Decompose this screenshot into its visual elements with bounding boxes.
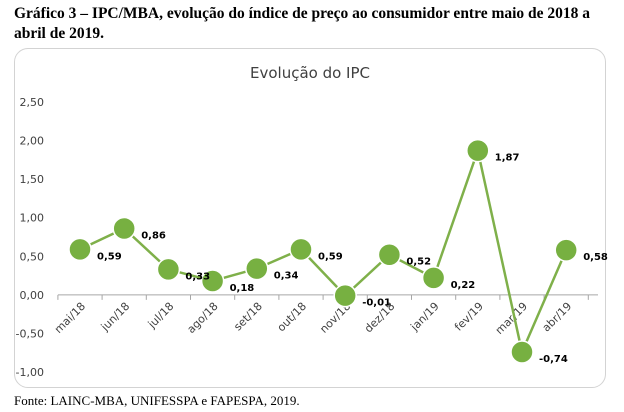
data-label: 0,33 <box>185 271 210 282</box>
data-label: 0,86 <box>141 231 166 242</box>
data-label: 0,22 <box>451 280 476 291</box>
y-tick-label: -1,00 <box>16 366 44 379</box>
data-point <box>554 238 578 262</box>
chart-title: Evolução do IPC <box>250 64 370 82</box>
y-tick-label: 0,00 <box>20 289 45 302</box>
data-point <box>421 266 446 290</box>
x-tick-label: fev/19 <box>452 300 486 334</box>
page-title: Gráfico 3 – IPC/MBA, evolução do índice … <box>14 5 591 42</box>
data-point <box>333 283 357 308</box>
data-label: 0,59 <box>97 251 122 262</box>
data-point <box>200 269 225 293</box>
y-tick-label: 2,50 <box>20 96 45 109</box>
data-label: 1,87 <box>495 153 520 164</box>
x-tick-label: set/18 <box>231 300 265 334</box>
data-point <box>245 256 269 281</box>
data-label: -0,01 <box>362 298 391 309</box>
data-point <box>377 242 402 267</box>
x-tick-label: jan/19 <box>407 300 441 334</box>
data-label: 0,52 <box>406 257 431 268</box>
data-point <box>112 216 136 241</box>
chart-container <box>14 48 606 388</box>
source-note: Fonte: LAINC-MBA, UNIFESSPA e FAPESPA, 2… <box>14 393 300 408</box>
data-point <box>466 138 490 163</box>
data-label: -0,74 <box>539 354 568 365</box>
data-point <box>156 257 181 282</box>
y-tick-label: 2,00 <box>20 135 45 148</box>
x-tick-label: mai/18 <box>52 300 88 336</box>
y-tick-label: 1,00 <box>20 212 45 225</box>
x-tick-label: jul/18 <box>145 300 177 332</box>
data-label: 0,58 <box>583 252 608 263</box>
data-point <box>510 340 534 364</box>
data-label: 0,34 <box>274 271 299 282</box>
data-point <box>68 237 92 262</box>
x-tick-label: jun/18 <box>98 300 132 334</box>
x-tick-label: ago/18 <box>185 300 221 336</box>
data-label: 0,59 <box>318 251 343 262</box>
data-point <box>289 237 313 262</box>
y-tick-label: -0,50 <box>16 327 44 340</box>
y-tick-label: 1,50 <box>20 173 45 186</box>
x-tick-label: out/18 <box>275 300 309 334</box>
data-label: 0,18 <box>230 283 255 294</box>
x-tick-label: abr/19 <box>540 300 575 335</box>
y-tick-label: 0,50 <box>20 250 45 263</box>
